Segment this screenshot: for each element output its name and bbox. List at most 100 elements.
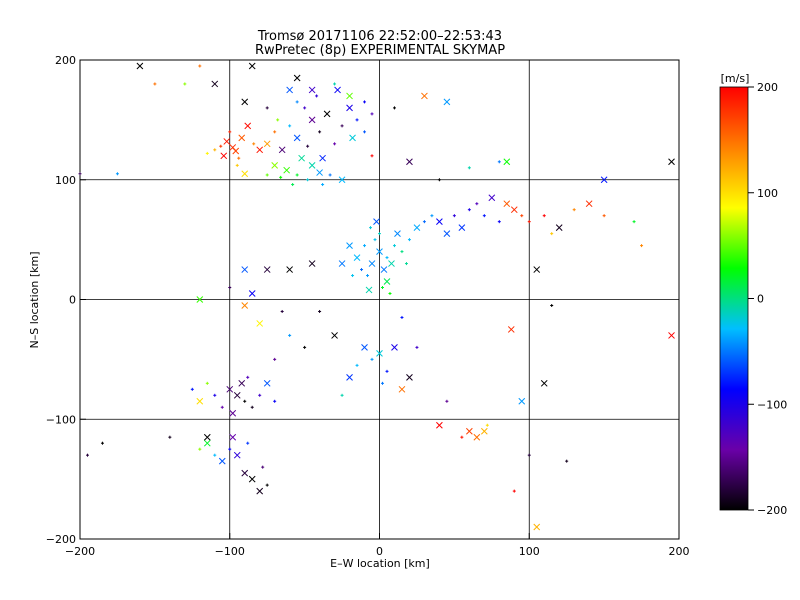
data-point-cross xyxy=(353,254,361,261)
data-point-cross xyxy=(229,409,237,417)
data-point-cross xyxy=(203,433,211,441)
data-point-cross xyxy=(373,218,380,226)
data-point-plus xyxy=(370,357,374,361)
data-point-plus xyxy=(265,173,269,177)
data-point-cross xyxy=(334,86,341,94)
data-point-plus xyxy=(415,345,419,349)
data-point-plus xyxy=(460,435,464,439)
data-point-plus xyxy=(246,441,250,445)
data-point-plus xyxy=(291,183,295,187)
data-point-plus xyxy=(452,214,456,218)
data-point-cross xyxy=(376,248,383,255)
data-point-plus xyxy=(318,309,322,313)
data-point-plus xyxy=(295,173,299,177)
data-point-plus xyxy=(288,333,292,337)
data-point-cross xyxy=(361,344,368,351)
data-point-plus xyxy=(407,238,411,242)
data-point-plus xyxy=(497,220,501,224)
data-point-plus xyxy=(213,148,217,152)
data-point-cross xyxy=(338,260,346,267)
data-point-plus xyxy=(153,82,157,86)
data-point-plus xyxy=(351,274,355,278)
y-tick-label: 100 xyxy=(55,174,76,187)
grid-lines xyxy=(80,60,679,539)
data-point-cross xyxy=(256,146,264,154)
y-tick-label: −200 xyxy=(46,533,76,546)
data-point-plus xyxy=(388,292,392,296)
data-point-cross xyxy=(278,146,286,154)
data-point-cross xyxy=(380,266,388,273)
data-point-cross xyxy=(293,134,301,142)
data-point-plus xyxy=(276,118,280,122)
data-point-plus xyxy=(380,286,384,290)
data-point-cross xyxy=(241,266,249,273)
x-tick-label: 0 xyxy=(376,545,383,558)
data-point-cross xyxy=(600,176,608,184)
data-point-plus xyxy=(378,232,381,236)
data-point-plus xyxy=(527,453,531,457)
data-point-cross xyxy=(398,385,406,393)
data-point-plus xyxy=(219,144,223,148)
data-point-plus xyxy=(237,156,241,160)
data-point-cross xyxy=(223,138,231,145)
data-point-cross xyxy=(465,427,473,435)
data-point-plus xyxy=(168,435,172,439)
data-point-cross xyxy=(248,62,256,70)
data-point-plus xyxy=(467,208,471,212)
data-points xyxy=(78,62,675,531)
colorbar-tick-label: −200 xyxy=(757,504,787,517)
data-point-cross xyxy=(503,158,511,166)
chart-title: Tromsø 20171106 22:52:00–22:53:43 xyxy=(257,29,502,44)
data-point-plus xyxy=(475,202,479,206)
data-point-cross xyxy=(308,162,316,169)
data-point-cross xyxy=(488,194,496,202)
data-point-cross xyxy=(507,326,515,333)
data-point-cross xyxy=(383,278,391,285)
colorbar-tick-label: 200 xyxy=(757,81,778,94)
data-point-cross xyxy=(533,266,541,273)
data-point-plus xyxy=(380,381,384,385)
data-point-plus xyxy=(258,393,262,397)
data-point-plus xyxy=(280,309,284,313)
data-point-plus xyxy=(430,214,434,218)
data-point-cross xyxy=(473,433,481,441)
data-point-plus xyxy=(328,173,332,177)
data-point-plus xyxy=(370,112,374,116)
data-point-cross xyxy=(346,104,353,112)
data-point-plus xyxy=(333,82,337,86)
data-point-plus xyxy=(183,82,187,86)
data-point-cross xyxy=(238,379,246,387)
data-point-cross xyxy=(668,158,675,166)
data-point-cross xyxy=(458,224,466,232)
data-point-plus xyxy=(213,453,217,457)
colorbar-gradient xyxy=(719,86,749,511)
data-point-plus xyxy=(198,447,202,451)
data-point-plus xyxy=(550,303,554,307)
data-point-cross xyxy=(256,487,264,495)
x-tick-label: −100 xyxy=(215,545,245,558)
data-point-cross xyxy=(480,427,488,435)
data-point-plus xyxy=(445,399,449,403)
data-point-cross xyxy=(585,200,593,208)
data-point-plus xyxy=(265,106,269,110)
data-point-plus xyxy=(400,250,404,254)
data-point-cross xyxy=(256,320,264,327)
data-point-plus xyxy=(273,357,277,361)
data-point-cross xyxy=(316,169,323,176)
data-point-cross xyxy=(233,391,241,399)
data-point-plus xyxy=(228,286,232,290)
data-point-plus xyxy=(321,183,325,187)
data-point-plus xyxy=(565,459,569,463)
data-point-cross xyxy=(346,373,353,381)
data-point-cross xyxy=(406,373,413,381)
data-point-plus xyxy=(198,64,202,68)
data-point-plus xyxy=(467,166,471,170)
data-point-cross xyxy=(391,344,398,351)
colorbar: [m/s] 200 100 0 −100 −200 xyxy=(719,72,787,517)
data-point-plus xyxy=(404,262,408,266)
data-point-cross xyxy=(136,62,144,70)
data-point-plus xyxy=(85,453,89,457)
data-point-cross xyxy=(233,451,241,459)
data-point-cross xyxy=(503,200,511,208)
